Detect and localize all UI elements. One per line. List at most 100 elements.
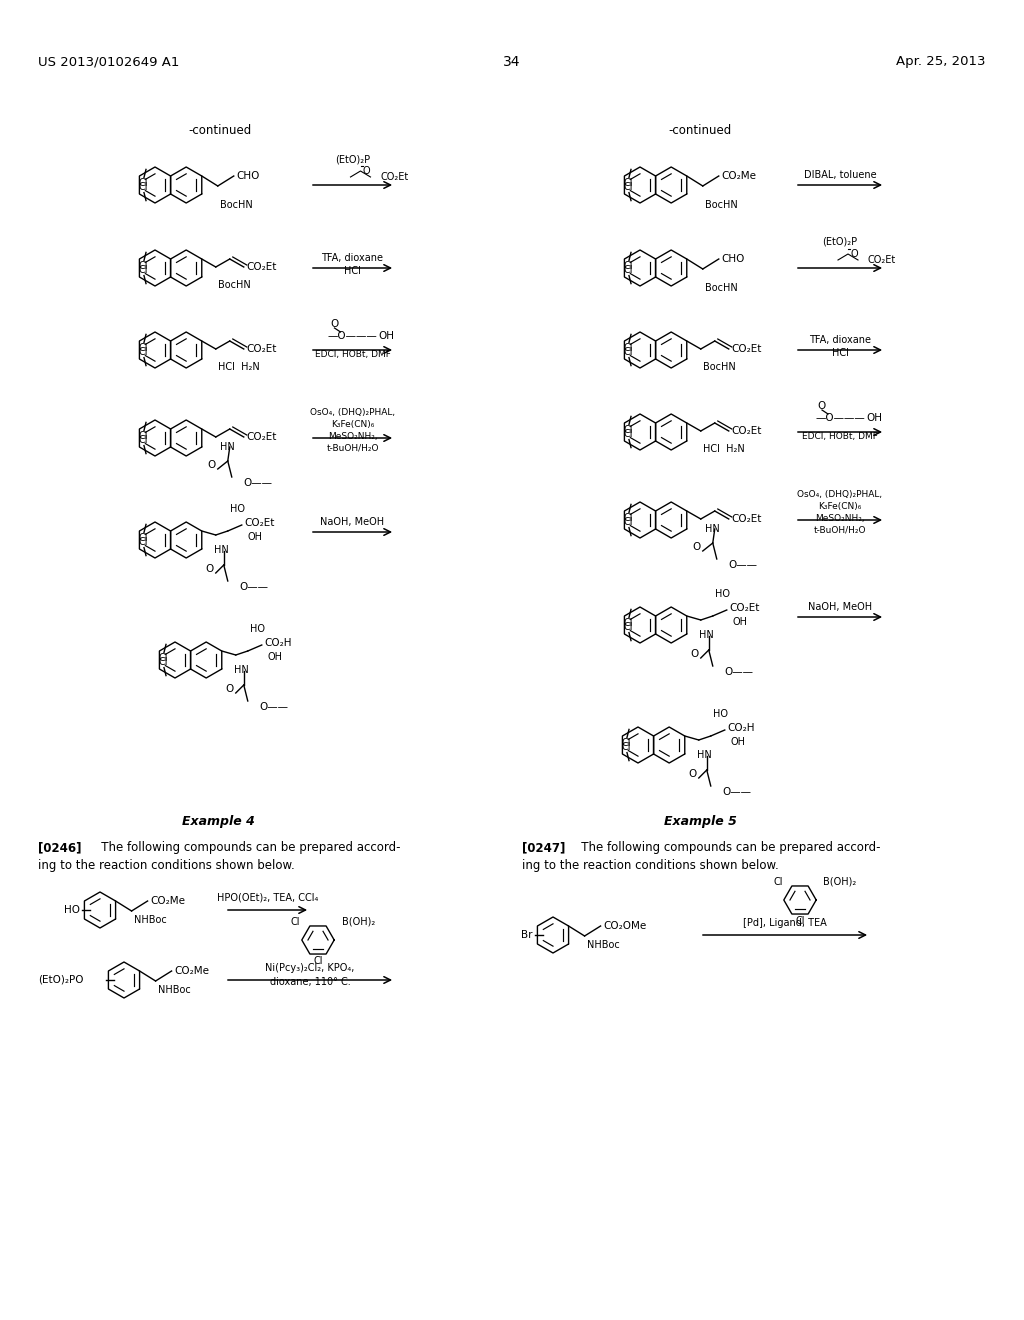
- Text: Br: Br: [521, 931, 534, 940]
- Text: HCl: HCl: [344, 267, 360, 276]
- Text: HCl  H₂N: HCl H₂N: [702, 444, 744, 454]
- Text: HN: HN: [220, 442, 236, 451]
- Text: Cl: Cl: [290, 917, 300, 927]
- Text: Cl: Cl: [138, 182, 147, 191]
- Text: OH: OH: [731, 737, 745, 747]
- Text: CO₂H: CO₂H: [265, 638, 292, 648]
- Text: O——: O——: [260, 702, 289, 711]
- Text: O: O: [208, 459, 216, 470]
- Text: HN: HN: [697, 750, 712, 760]
- Text: BocHN: BocHN: [218, 280, 251, 290]
- Text: BocHN: BocHN: [702, 362, 735, 372]
- Text: HN: HN: [214, 545, 229, 554]
- Text: CO₂Et: CO₂Et: [247, 432, 278, 442]
- Text: HPO(OEt)₂, TEA, CCl₄: HPO(OEt)₂, TEA, CCl₄: [217, 894, 318, 903]
- Text: O: O: [850, 249, 858, 259]
- Text: DIBAL, toluene: DIBAL, toluene: [804, 170, 877, 180]
- Text: -continued: -continued: [188, 124, 252, 136]
- Text: Ni(Pcy₃)₂Cl₂, KPO₄,: Ni(Pcy₃)₂Cl₂, KPO₄,: [265, 964, 354, 973]
- Text: (EtO)₂PO: (EtO)₂PO: [38, 975, 84, 985]
- Text: OH: OH: [866, 413, 882, 422]
- Text: HO: HO: [63, 906, 80, 915]
- Text: Cl: Cl: [796, 916, 805, 927]
- Text: NHBoc: NHBoc: [158, 985, 190, 995]
- Text: CO₂Et: CO₂Et: [732, 513, 762, 524]
- Text: O: O: [206, 564, 214, 574]
- Text: CO₂Et: CO₂Et: [732, 345, 762, 354]
- Text: TFA, dioxane: TFA, dioxane: [809, 335, 871, 345]
- Text: CHO: CHO: [722, 253, 745, 264]
- Text: CO₂OMe: CO₂OMe: [603, 921, 647, 931]
- Text: CO₂H: CO₂H: [728, 723, 756, 733]
- Text: CHO: CHO: [237, 172, 260, 181]
- Text: ing to the reaction conditions shown below.: ing to the reaction conditions shown bel…: [522, 858, 778, 871]
- Text: NHBoc: NHBoc: [133, 915, 166, 925]
- Text: CO₂Et: CO₂Et: [730, 603, 760, 612]
- Text: O: O: [331, 319, 339, 329]
- Text: BocHN: BocHN: [705, 201, 737, 210]
- Text: Example 4: Example 4: [181, 816, 254, 829]
- Text: Cl: Cl: [138, 537, 147, 546]
- Text: Cl: Cl: [624, 618, 633, 628]
- Text: [0246]: [0246]: [38, 842, 82, 854]
- Text: OH: OH: [379, 331, 394, 341]
- Text: Cl: Cl: [138, 261, 147, 272]
- Text: BocHN: BocHN: [220, 201, 253, 210]
- Text: Apr. 25, 2013: Apr. 25, 2013: [896, 55, 986, 69]
- Text: O: O: [689, 770, 697, 779]
- Text: OsO₄, (DHQ)₂PHAL,: OsO₄, (DHQ)₂PHAL,: [798, 490, 883, 499]
- Text: [0247]: [0247]: [522, 842, 565, 854]
- Text: O——: O——: [244, 478, 272, 488]
- Text: t-BuOH/H₂O: t-BuOH/H₂O: [814, 525, 866, 535]
- Text: Cl: Cl: [138, 347, 147, 356]
- Text: Cl: Cl: [624, 513, 633, 524]
- Text: Cl: Cl: [624, 429, 633, 438]
- Text: O: O: [225, 684, 233, 694]
- Text: OsO₄, (DHQ)₂PHAL,: OsO₄, (DHQ)₂PHAL,: [310, 408, 395, 417]
- Text: Cl: Cl: [624, 347, 633, 356]
- Text: Cl: Cl: [138, 432, 147, 441]
- Text: —O———: —O———: [815, 413, 865, 422]
- Text: Cl: Cl: [624, 343, 633, 354]
- Text: HO: HO: [230, 504, 246, 513]
- Text: The following compounds can be prepared accord-: The following compounds can be prepared …: [570, 842, 881, 854]
- Text: HN: HN: [699, 630, 714, 640]
- Text: —O———: —O———: [328, 331, 378, 341]
- Text: ing to the reaction conditions shown below.: ing to the reaction conditions shown bel…: [38, 858, 295, 871]
- Text: MeSO₂NH₂,: MeSO₂NH₂,: [815, 513, 865, 523]
- Text: Cl: Cl: [138, 343, 147, 354]
- Text: CO₂Et: CO₂Et: [381, 172, 409, 182]
- Text: CO₂Et: CO₂Et: [247, 261, 278, 272]
- Text: HCl: HCl: [831, 348, 849, 358]
- Text: CO₂Et: CO₂Et: [247, 345, 278, 354]
- Text: The following compounds can be prepared accord-: The following compounds can be prepared …: [90, 842, 400, 854]
- Text: Cl: Cl: [624, 516, 633, 527]
- Text: NaOH, MeOH: NaOH, MeOH: [808, 602, 872, 612]
- Text: Cl: Cl: [624, 182, 633, 191]
- Text: CO₂Me: CO₂Me: [174, 966, 210, 975]
- Text: O: O: [690, 649, 699, 659]
- Text: Cl: Cl: [622, 742, 631, 751]
- Text: Cl: Cl: [624, 261, 633, 272]
- Text: HN: HN: [706, 524, 720, 535]
- Text: NHBoc: NHBoc: [587, 940, 620, 950]
- Text: Cl: Cl: [624, 425, 633, 436]
- Text: Cl: Cl: [138, 178, 147, 189]
- Text: t-BuOH/H₂O: t-BuOH/H₂O: [327, 444, 379, 453]
- Text: Cl: Cl: [624, 264, 633, 275]
- Text: Cl: Cl: [138, 533, 147, 544]
- Text: NaOH, MeOH: NaOH, MeOH: [321, 517, 385, 527]
- Text: Cl: Cl: [773, 876, 782, 887]
- Text: K₃Fe(CN)₆: K₃Fe(CN)₆: [331, 420, 374, 429]
- Text: 34: 34: [503, 55, 521, 69]
- Text: HO: HO: [714, 709, 728, 719]
- Text: TFA, dioxane: TFA, dioxane: [322, 253, 384, 263]
- Text: Cl: Cl: [138, 264, 147, 275]
- Text: Example 5: Example 5: [664, 816, 736, 829]
- Text: US 2013/0102649 A1: US 2013/0102649 A1: [38, 55, 179, 69]
- Text: O: O: [692, 543, 700, 552]
- Text: CO₂Me: CO₂Me: [722, 172, 757, 181]
- Text: HN: HN: [234, 665, 249, 675]
- Text: Cl: Cl: [624, 178, 633, 189]
- Text: O: O: [362, 166, 371, 176]
